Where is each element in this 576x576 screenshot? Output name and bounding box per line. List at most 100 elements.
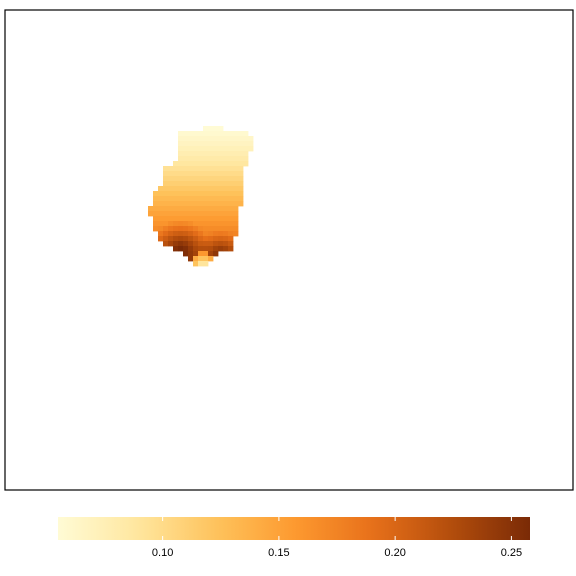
heatmap-cell	[178, 231, 184, 237]
heatmap-cell	[168, 166, 174, 172]
heatmap-cell	[178, 236, 184, 242]
heatmap-cell	[213, 206, 219, 212]
heatmap-cell	[188, 231, 194, 237]
heatmap-cell	[173, 231, 179, 237]
heatmap-cell	[183, 171, 189, 177]
heatmap-cell	[193, 161, 199, 167]
heatmap-cell	[198, 136, 204, 142]
heatmap-cell	[213, 181, 219, 187]
heatmap-cell	[218, 126, 224, 132]
heatmap-cell	[183, 216, 189, 222]
heatmap-cell	[218, 206, 224, 212]
heatmap-cell	[203, 171, 209, 177]
heatmap-cell	[183, 221, 189, 227]
heatmap-cell	[183, 201, 189, 207]
heatmap-cell	[208, 201, 214, 207]
heatmap-cell	[188, 206, 194, 212]
heatmap-cell	[163, 201, 169, 207]
heatmap-cell	[193, 171, 199, 177]
heatmap-cell	[218, 226, 224, 232]
heatmap-cell	[233, 166, 239, 172]
heatmap-cell	[178, 221, 184, 227]
heatmap-cell	[213, 221, 219, 227]
heatmap-cell	[173, 211, 179, 217]
heatmap-cell	[208, 166, 214, 172]
heatmap-cell	[153, 206, 159, 212]
heatmap-cell	[203, 136, 209, 142]
heatmap-cell	[193, 166, 199, 172]
heatmap-cell	[163, 216, 169, 222]
heatmap-cell	[193, 141, 199, 147]
heatmap-cell	[208, 171, 214, 177]
heatmap-cell	[188, 246, 194, 252]
heatmap-cell	[183, 146, 189, 152]
heatmap-cell	[228, 196, 234, 202]
heatmap-cell	[198, 156, 204, 162]
heatmap-cell	[188, 196, 194, 202]
heatmap-cell	[198, 216, 204, 222]
heatmap-cell	[203, 201, 209, 207]
heatmap-cell	[183, 131, 189, 137]
heatmap-cell	[223, 236, 229, 242]
heatmap-cell	[198, 171, 204, 177]
heatmap-cell	[198, 176, 204, 182]
heatmap-cell	[153, 211, 159, 217]
heatmap-cell	[163, 236, 169, 242]
heatmap-cell	[178, 226, 184, 232]
heatmap-cell	[208, 126, 214, 132]
heatmap-cell	[228, 221, 234, 227]
colorbar-ticks: 0.10 0.15 0.20 0.25	[152, 517, 522, 559]
heatmap-cell	[233, 201, 239, 207]
heatmap-cell	[223, 146, 229, 152]
heatmap-cell	[198, 131, 204, 137]
heatmap-cell	[198, 141, 204, 147]
heatmap-cell	[208, 141, 214, 147]
heatmap-cell	[223, 151, 229, 157]
heatmap-cell	[183, 206, 189, 212]
heatmap-cell	[203, 156, 209, 162]
heatmap-cell	[233, 226, 239, 232]
heatmap-cell	[153, 221, 159, 227]
heatmap-cell	[223, 156, 229, 162]
heatmap-cell	[178, 166, 184, 172]
heatmap-cell	[238, 191, 244, 197]
heatmap-cell	[173, 206, 179, 212]
heatmap-cell	[198, 261, 204, 267]
heatmap-cell	[213, 166, 219, 172]
heatmap-cell	[228, 231, 234, 237]
heatmap-cell	[188, 161, 194, 167]
heatmap-cell	[238, 161, 244, 167]
heatmap-cell	[208, 256, 214, 262]
heatmap-cell	[168, 206, 174, 212]
heatmap-cell	[183, 196, 189, 202]
heatmap-cell	[228, 226, 234, 232]
heatmap-cell	[168, 181, 174, 187]
heatmap-cell	[168, 231, 174, 237]
heatmap-cell	[218, 191, 224, 197]
heatmap-cell	[208, 226, 214, 232]
heatmap-cell	[198, 211, 204, 217]
heatmap-cell	[213, 151, 219, 157]
heatmap-cell	[193, 256, 199, 262]
heatmap-cell	[213, 156, 219, 162]
heatmap-cell	[213, 191, 219, 197]
colorbar-tick-label: 0.15	[268, 547, 289, 559]
heatmap-cell	[213, 231, 219, 237]
heatmap-cell	[203, 181, 209, 187]
heatmap-cell	[228, 166, 234, 172]
heatmap-cell	[208, 246, 214, 252]
heatmap-cell	[218, 196, 224, 202]
heatmap-cell	[218, 216, 224, 222]
heatmap-cell	[223, 181, 229, 187]
heatmap-cell	[188, 171, 194, 177]
heatmap-cell	[228, 146, 234, 152]
heatmap-cell	[213, 201, 219, 207]
heatmap-cell	[208, 241, 214, 247]
heatmap-cell	[193, 246, 199, 252]
heatmap-cell	[188, 226, 194, 232]
heatmap-cell	[173, 196, 179, 202]
heatmap-cell	[233, 141, 239, 147]
heatmap-cell	[218, 131, 224, 137]
heatmap-cell	[163, 211, 169, 217]
